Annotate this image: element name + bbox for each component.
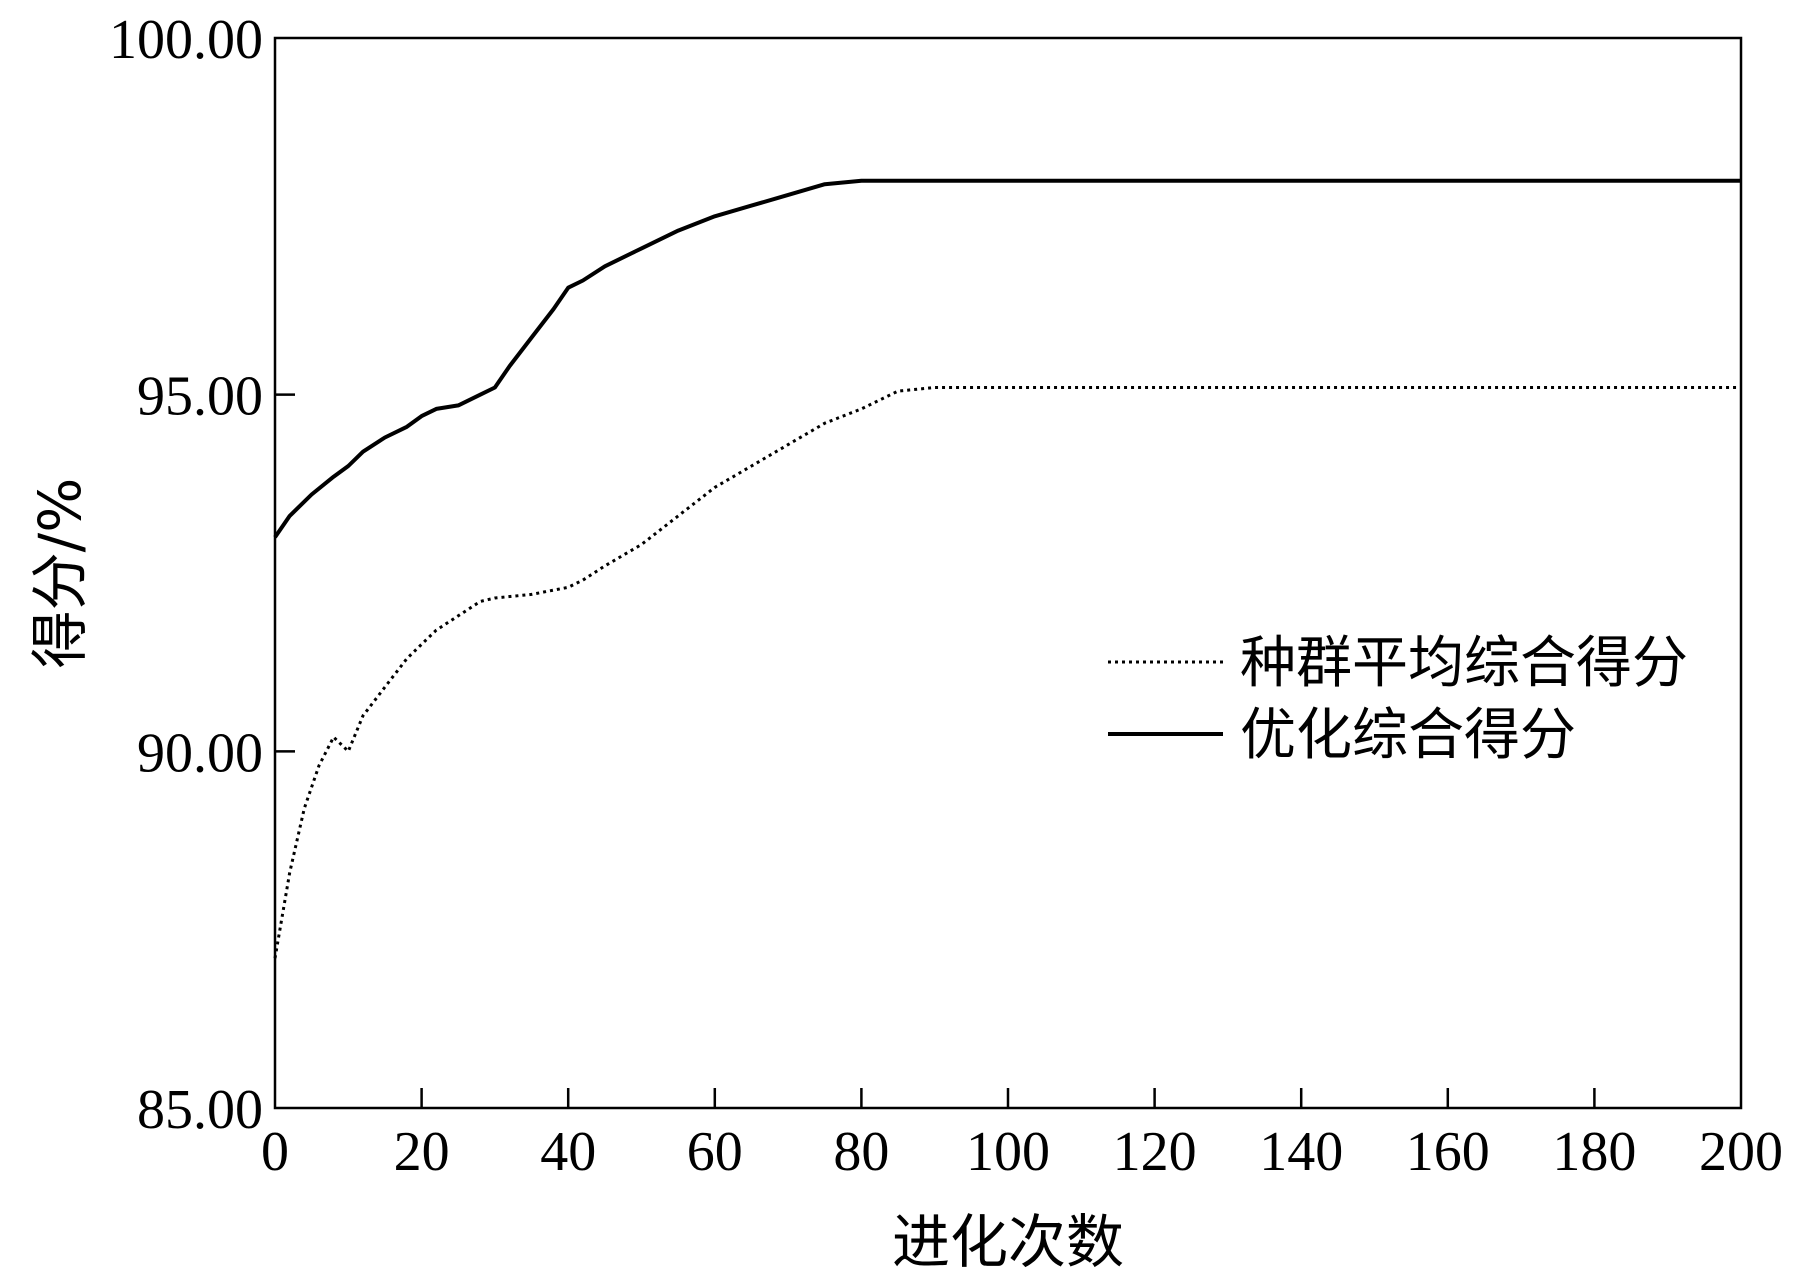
y-tick-label: 90.00 bbox=[137, 722, 263, 784]
y-tick-label: 95.00 bbox=[137, 366, 263, 428]
legend-label-population-average: 种群平均综合得分 bbox=[1240, 631, 1688, 696]
x-tick-label: 60 bbox=[687, 1121, 743, 1183]
x-tick-label: 40 bbox=[540, 1121, 596, 1183]
y-axis-title: 得分/% bbox=[26, 478, 94, 669]
tick-labels: 0 20 40 60 80 100 120 140 160 180 200 85.00 90.00 95.… bbox=[109, 9, 1783, 1183]
x-tick-label: 140 bbox=[1259, 1121, 1343, 1183]
x-tick-label: 80 bbox=[833, 1121, 889, 1183]
legend: 种群平均综合得分 优化综合得分 bbox=[1108, 631, 1688, 768]
tick-marks bbox=[275, 393, 1596, 1108]
x-tick-label: 20 bbox=[394, 1121, 450, 1183]
x-tick-label: 0 bbox=[261, 1121, 289, 1183]
legend-label-optimized: 优化综合得分 bbox=[1240, 703, 1576, 768]
x-tick-label: 200 bbox=[1699, 1121, 1783, 1183]
x-axis-title: 进化次数 bbox=[892, 1208, 1124, 1276]
plot-frame bbox=[273, 36, 1743, 1110]
x-tick-label: 120 bbox=[1113, 1121, 1197, 1183]
y-tick-label: 100.00 bbox=[109, 9, 263, 71]
y-tick-label: 85.00 bbox=[137, 1079, 263, 1141]
x-tick-label: 100 bbox=[966, 1121, 1050, 1183]
x-tick-label: 160 bbox=[1406, 1121, 1490, 1183]
series-line-optimized bbox=[273, 178, 1741, 539]
series-layer bbox=[273, 178, 1741, 959]
x-tick-label: 180 bbox=[1552, 1121, 1636, 1183]
